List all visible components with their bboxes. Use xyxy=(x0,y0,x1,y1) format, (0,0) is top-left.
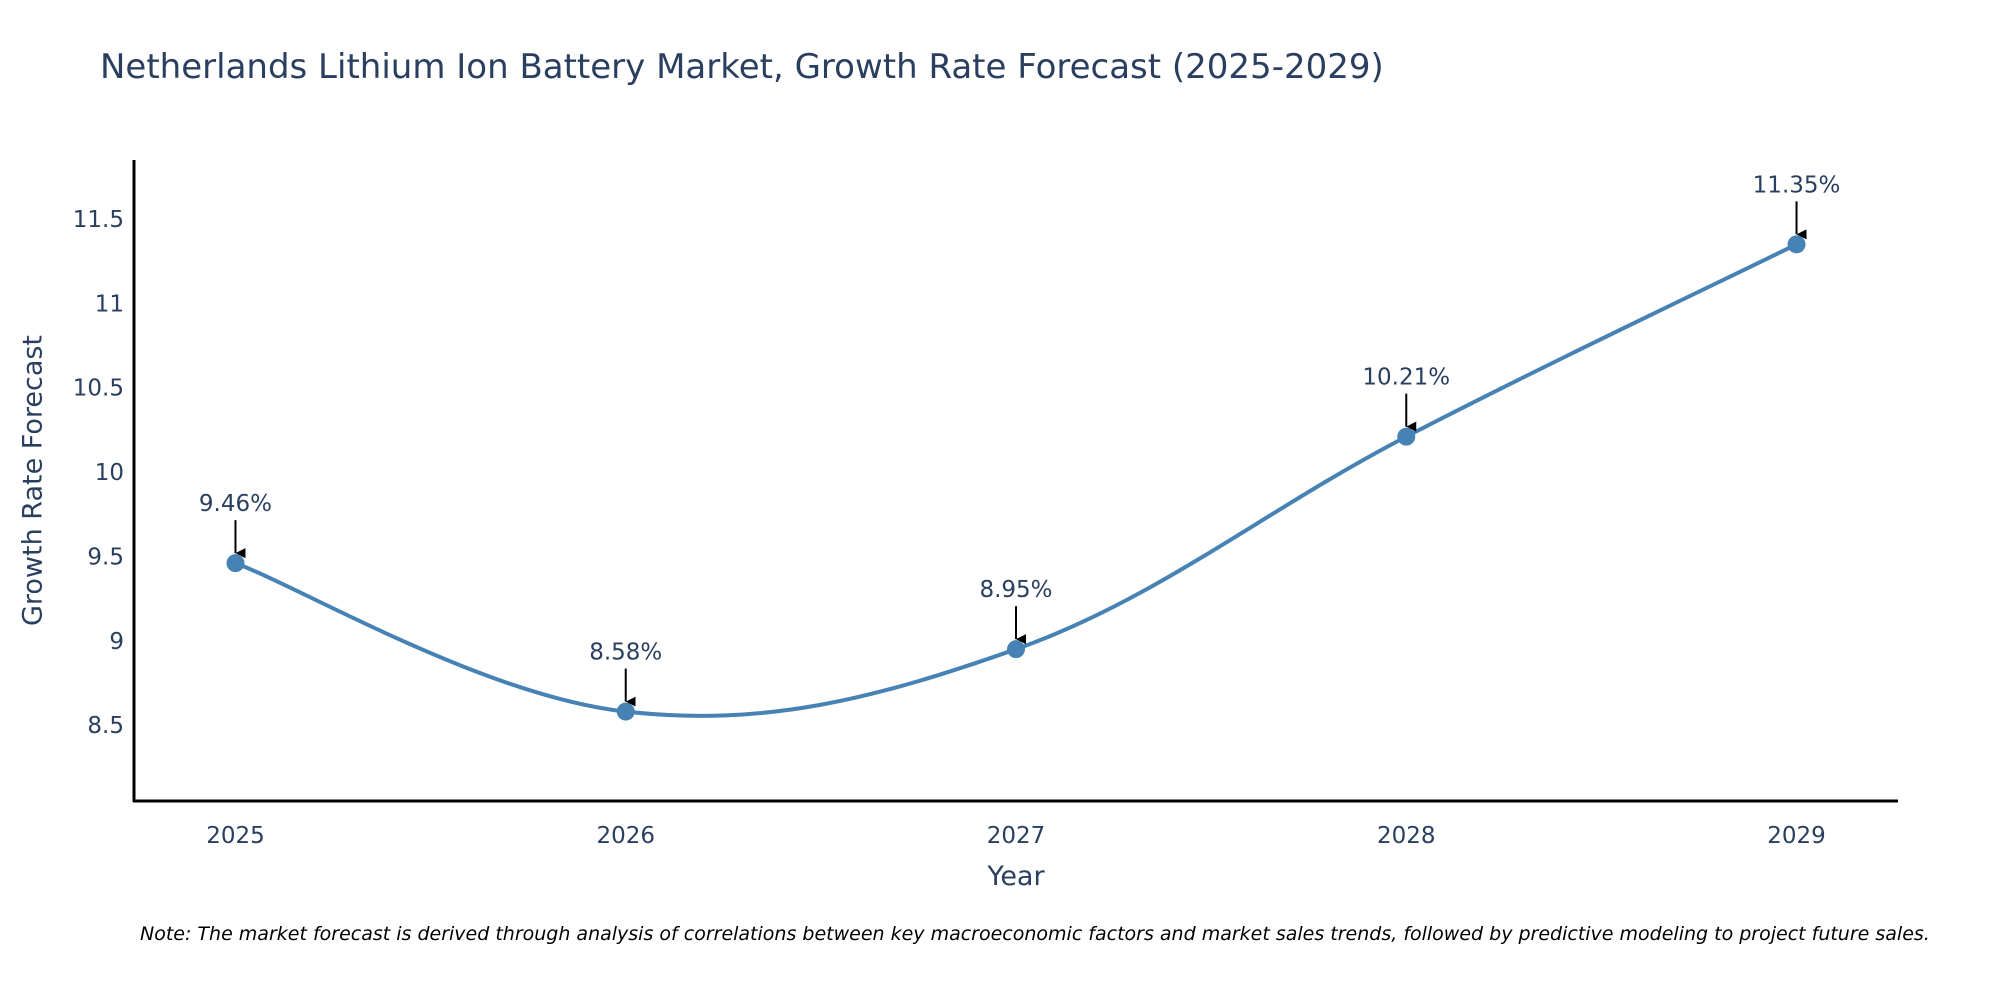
x-tick-label: 2028 xyxy=(1377,823,1436,849)
data-point-2026 xyxy=(616,702,635,721)
x-tick-label: 2026 xyxy=(596,823,655,849)
x-tick-label: 2029 xyxy=(1767,823,1826,849)
x-tick-label: 2027 xyxy=(987,823,1046,849)
data-point-2029 xyxy=(1787,235,1806,254)
y-tick-label: 9 xyxy=(109,629,124,655)
data-point-2027 xyxy=(1007,640,1025,659)
data-label: 8.58% xyxy=(589,640,662,666)
y-tick-label: 10.5 xyxy=(73,376,124,402)
chart-title: Netherlands Lithium Ion Battery Market, … xyxy=(100,47,1384,87)
data-label: 11.35% xyxy=(1753,172,1841,198)
data-label: 8.95% xyxy=(979,577,1052,603)
y-tick-label: 11 xyxy=(95,291,124,317)
data-label: 10.21% xyxy=(1362,365,1450,391)
data-point-2025 xyxy=(226,554,245,573)
y-axis-ticks: 8.5 9 9.5 10 10.5 11 11.5 xyxy=(73,207,124,739)
x-axis-ticks: 2025 2026 2027 2028 2029 xyxy=(206,823,1826,849)
y-axis-title: Growth Rate Forecast xyxy=(18,335,49,626)
y-tick-label: 10 xyxy=(95,460,124,486)
y-tick-label: 8.5 xyxy=(87,713,124,739)
y-tick-label: 11.5 xyxy=(73,207,124,233)
data-labels: 9.46% 8.58% 8.95% 10.21% 11.35% xyxy=(199,172,1841,707)
x-tick-label: 2025 xyxy=(206,823,265,849)
chart-note: Note: The market forecast is derived thr… xyxy=(140,923,1930,945)
y-tick-label: 9.5 xyxy=(87,544,124,570)
data-markers xyxy=(226,235,1806,721)
data-label: 9.46% xyxy=(199,491,272,517)
data-point-2028 xyxy=(1397,427,1416,446)
x-axis-title: Year xyxy=(986,861,1045,892)
